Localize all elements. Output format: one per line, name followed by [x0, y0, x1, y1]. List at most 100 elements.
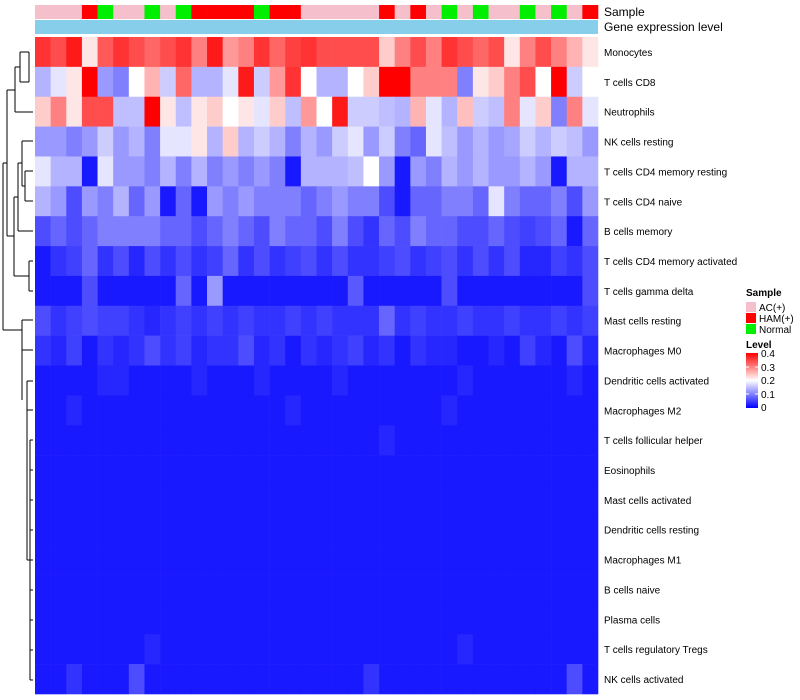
sample-annotation-cell [472, 5, 489, 19]
heatmap-cell [191, 335, 208, 366]
heatmap-cell [332, 604, 349, 635]
heatmap-cell [50, 96, 67, 127]
heatmap-cell [97, 634, 114, 665]
heatmap-cell [566, 246, 583, 277]
heatmap-cell [222, 574, 239, 605]
heatmap-cell [457, 425, 474, 456]
heatmap-cell [144, 246, 161, 277]
heatmap-cell [50, 275, 67, 307]
heatmap-cell [97, 335, 114, 366]
heatmap-cell [535, 574, 552, 605]
sample-annotation-cell [425, 5, 442, 19]
heatmap-cell [379, 335, 395, 366]
heatmap-cell [66, 634, 83, 665]
heatmap-cell [238, 246, 255, 277]
heatmap-cell [394, 186, 411, 217]
heatmap-cell [113, 37, 130, 68]
heatmap-cell [363, 216, 380, 247]
heatmap-cell [144, 664, 161, 695]
sample-annotation-cell [191, 5, 208, 19]
heatmap-cell [394, 66, 411, 98]
heatmap-cell [519, 514, 536, 545]
heatmap-cell [316, 544, 333, 575]
heatmap-cell [488, 335, 505, 366]
heatmap-cell [191, 66, 208, 98]
heatmap-cell [441, 395, 458, 426]
heatmap-cell [347, 425, 364, 456]
heatmap-cell [347, 335, 364, 366]
heatmap-cell [128, 66, 145, 98]
heatmap-cell [222, 484, 239, 516]
heatmap-cell [191, 604, 208, 635]
heatmap-cell [394, 156, 411, 187]
heatmap-cell [160, 574, 177, 605]
level-tick-0: 0 [761, 403, 767, 414]
heatmap-cell [160, 664, 177, 695]
heatmap-cell [81, 455, 98, 486]
sample-annotation-cell [160, 5, 177, 19]
heatmap-cell [160, 604, 177, 635]
heatmap-cell [425, 664, 442, 695]
heatmap-cell [285, 37, 302, 68]
heatmap-cell [81, 126, 98, 157]
heatmap-cell [488, 395, 505, 426]
heatmap-cell [269, 156, 286, 187]
heatmap-cell [332, 455, 349, 486]
heatmap-cell [300, 156, 317, 187]
heatmap-cell [535, 37, 552, 68]
heatmap-cell [238, 455, 255, 486]
heatmap-cell [253, 216, 270, 247]
heatmap-cell [81, 37, 98, 68]
heatmap-cell [285, 335, 302, 366]
heatmap-cell [519, 335, 536, 366]
heatmap-cell [535, 664, 552, 695]
heatmap-cell [441, 604, 458, 635]
heatmap-cell [113, 514, 130, 545]
heatmap-cell [50, 126, 67, 157]
heatmap-cell [144, 395, 161, 426]
legend-swatch-ac [746, 302, 756, 312]
heatmap-cell [113, 275, 130, 307]
heatmap-cell [347, 126, 364, 157]
heatmap-cell [160, 365, 177, 396]
heatmap-cell [160, 634, 177, 665]
heatmap-cell [113, 246, 130, 277]
heatmap-cell [441, 664, 458, 695]
heatmap-cell [191, 246, 208, 277]
heatmap-cell [81, 305, 98, 336]
heatmap-cell [175, 544, 192, 575]
heatmap-cell [457, 156, 474, 187]
level-tick-0.2: 0.2 [761, 376, 775, 387]
heatmap-cell [97, 484, 114, 516]
heatmap-cell [582, 395, 599, 426]
heatmap-cell [472, 664, 489, 695]
heatmap-cell [207, 96, 223, 127]
heatmap-cell [285, 246, 302, 277]
heatmap-cell [472, 275, 489, 307]
heatmap-cell [160, 126, 177, 157]
heatmap-cell [504, 514, 521, 545]
heatmap-cell [504, 425, 521, 456]
heatmap-cell [394, 275, 411, 307]
heatmap-cell [269, 574, 286, 605]
heatmap-cell [363, 604, 380, 635]
heatmap-cell [441, 186, 458, 217]
heatmap-cell [81, 395, 98, 426]
heatmap-cell [363, 544, 380, 575]
heatmap-cell [300, 604, 317, 635]
sample-annotation-cell [582, 5, 599, 19]
heatmap-cell [81, 335, 98, 366]
heatmap-cell [35, 335, 51, 366]
heatmap-cell [97, 186, 114, 217]
heatmap-cell [285, 96, 302, 127]
heatmap-cell [175, 604, 192, 635]
heatmap-cell [410, 96, 427, 127]
heatmap-cell [66, 514, 83, 545]
heatmap-cell [222, 37, 239, 68]
heatmap-cell [207, 246, 223, 277]
heatmap-cell [347, 455, 364, 486]
heatmap-cell [160, 246, 177, 277]
heatmap-cell [519, 186, 536, 217]
heatmap-cell [379, 246, 395, 277]
heatmap-cell [66, 246, 83, 277]
